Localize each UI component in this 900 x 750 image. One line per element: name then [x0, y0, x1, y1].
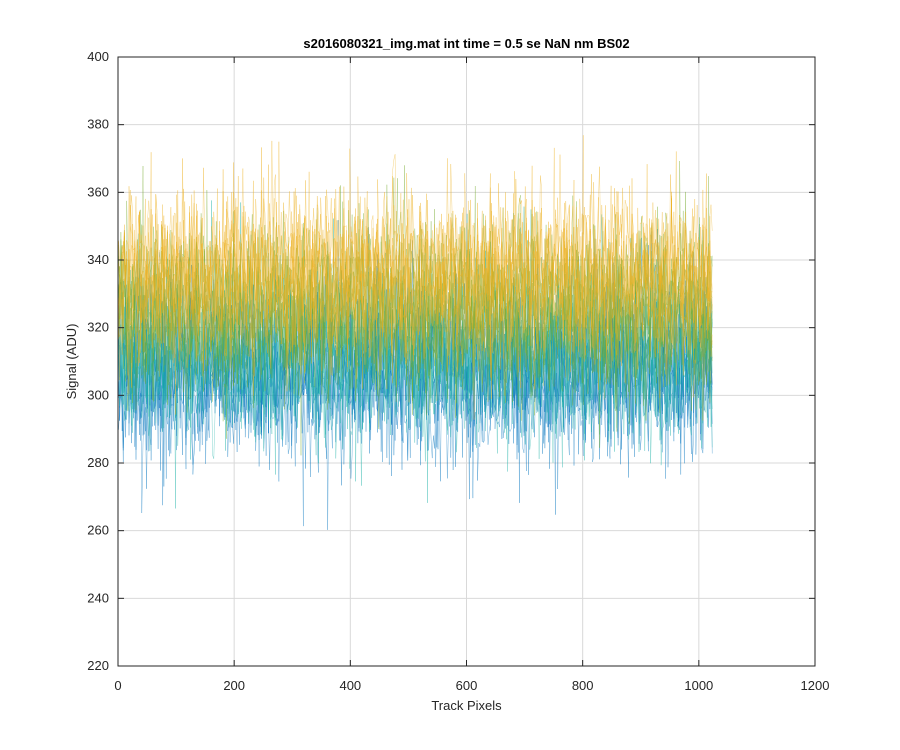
series-line — [118, 147, 713, 403]
y-tick-label: 400 — [87, 49, 109, 64]
y-tick-label: 340 — [87, 252, 109, 267]
x-tick-label: 1200 — [801, 678, 830, 693]
y-tick-label: 380 — [87, 117, 109, 132]
x-tick-label: 600 — [456, 678, 478, 693]
ticks: 0 200 400 600 800 1000 1200 220 240 260 280 300 320 3… — [87, 49, 829, 693]
y-tick-label: 260 — [87, 523, 109, 538]
series-line — [118, 179, 713, 420]
y-tick-label: 320 — [87, 320, 109, 335]
x-tick-label: 400 — [339, 678, 361, 693]
x-tick-label: 800 — [572, 678, 594, 693]
plot-area — [118, 135, 713, 530]
x-tick-label: 200 — [223, 678, 245, 693]
y-tick-label: 300 — [87, 387, 109, 402]
series-line — [118, 202, 713, 452]
series-line — [118, 141, 713, 398]
series-group — [118, 135, 713, 530]
y-tick-label: 220 — [87, 658, 109, 673]
y-tick-label: 360 — [87, 184, 109, 199]
chart-title: s2016080321_img.mat int time = 0.5 se Na… — [303, 36, 629, 51]
y-tick-label: 240 — [87, 590, 109, 605]
x-tick-label: 1000 — [684, 678, 713, 693]
y-axis-label: Signal (ADU) — [64, 324, 79, 400]
series-line — [118, 164, 713, 368]
series-line — [118, 140, 713, 374]
x-axis-label: Track Pixels — [431, 698, 502, 713]
y-tick-label: 280 — [87, 455, 109, 470]
x-tick-label: 0 — [114, 678, 121, 693]
